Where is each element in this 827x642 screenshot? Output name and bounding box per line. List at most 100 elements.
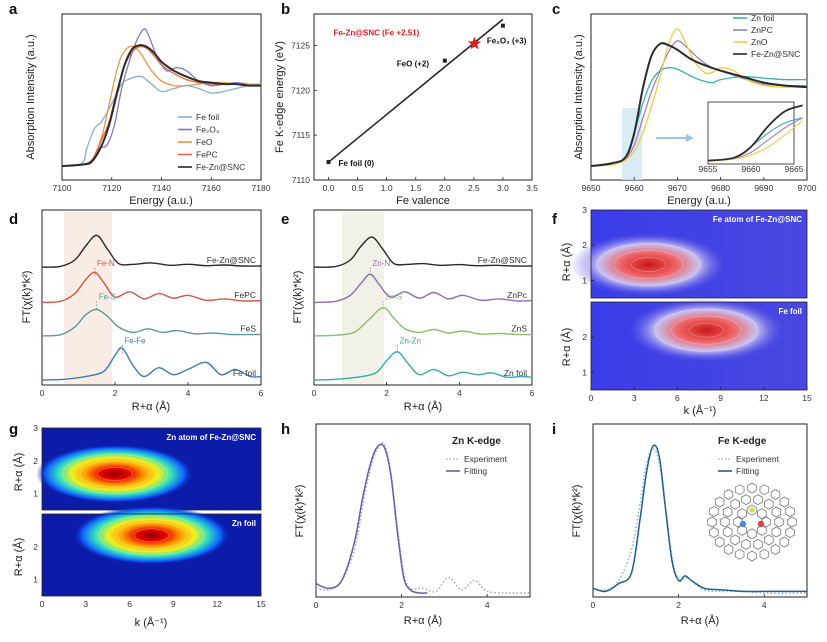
peak-label: Zn-N	[372, 259, 390, 268]
x-tick-label: 7120	[102, 183, 121, 193]
panel-d-xlabel: R+α (Å)	[132, 400, 170, 413]
x-tick-label: 4	[762, 600, 767, 610]
series-line-Fe foil	[41, 347, 262, 381]
panel-e-xlabel: R+α (Å)	[404, 400, 442, 413]
molecule-ring	[753, 538, 763, 550]
x-tick-label: 3	[632, 393, 637, 403]
molecule-ring	[734, 548, 745, 560]
x-tick-label: 9	[718, 393, 723, 403]
heatmap-frame	[41, 513, 262, 597]
series-label: FePC	[234, 290, 256, 300]
panel-c-plot	[590, 28, 808, 168]
molecule-ring	[770, 489, 781, 500]
legend-label: Fe₂O₃	[196, 125, 219, 135]
x-tick-label: 9680	[711, 183, 730, 193]
x-tick-label: 7100	[53, 183, 72, 193]
panel-h-xlabel: R+α (Å)	[404, 614, 442, 627]
panel-e-highlight	[342, 212, 384, 384]
molecule-ring	[730, 498, 740, 510]
point-label: FeO (+2)	[397, 60, 430, 69]
panel-a-legend: Fe foil Fe₂O₃ FeO FePC Fe-Zn@SNC	[178, 112, 245, 172]
legend-label: Experiment	[736, 454, 780, 464]
panel-a-ylabel: Absorption Intensity (a.u.)	[25, 34, 37, 159]
y-tick-label: 7115	[292, 130, 311, 140]
molecule-ring	[723, 489, 734, 500]
panel-d-plot: Fe-Zn@SNC FePC Fe-N FeS Fe-S Fe foil Fe-Fe	[41, 234, 262, 381]
molecule-ring	[785, 527, 795, 538]
heatmap-intensity	[570, 232, 727, 297]
y-tick-label: 2	[33, 542, 38, 552]
x-tick-label: 7140	[152, 183, 171, 193]
y-tick-label: 2	[582, 332, 587, 342]
inset-x-tick-label: 9660	[742, 164, 761, 174]
panel-d-highlight	[64, 212, 112, 384]
series-line-Fe-Zn@SNC	[707, 104, 803, 162]
molecule-ring	[764, 534, 774, 546]
x-tick-label: 2	[113, 388, 118, 398]
x-tick-label: 0	[589, 393, 594, 403]
y-tick-label: 7110	[292, 175, 311, 185]
panel-i-legend: Experiment Fitting	[718, 454, 780, 476]
series-line-Zn foil	[313, 351, 533, 381]
y-tick-label: 1	[582, 275, 587, 285]
x-tick-label: 0.5	[352, 183, 364, 193]
x-tick-label: 0	[312, 388, 317, 398]
legend-label: Fitting	[464, 466, 487, 476]
legend-label: FeO	[196, 137, 213, 147]
series-label: Fe-Zn@SNC	[207, 255, 256, 265]
panel-label-d: d	[9, 211, 18, 228]
legend-label: Fitting	[736, 466, 759, 476]
panel-e: e Fe-Zn@SNC ZnPc Zn-N ZnS Zn-S Zn foil Zn-Zn 0…	[281, 209, 535, 413]
molecule-ring	[753, 494, 763, 506]
heatmap-title: Fe foil	[778, 307, 802, 316]
y-tick-label: 1	[33, 489, 38, 499]
inset-x-tick-label: 9655	[699, 164, 718, 174]
panel-c: c 9650 9660 9670 9680 9690 9700 Energy (a.u.)…	[552, 1, 817, 207]
molecule-atom-fe	[757, 520, 765, 528]
molecule-ring	[747, 550, 757, 562]
molecule-atom-s	[749, 507, 755, 513]
y-tick-label: 1	[33, 575, 38, 585]
panel-label-f: f	[552, 211, 558, 228]
molecule-ring	[757, 524, 767, 536]
panel-e-frame	[313, 209, 533, 386]
molecule-ring	[741, 538, 751, 550]
heatmap-title: Zn foil	[232, 519, 256, 528]
x-tick-label: 9670	[668, 183, 687, 193]
panel-e-plot: Fe-Zn@SNC ZnPc Zn-N ZnS Zn-S Zn foil Zn-Zn	[313, 236, 533, 381]
series-line-ZnPc	[313, 273, 533, 304]
heatmap-title: Zn atom of Fe-Zn@SNC	[166, 433, 256, 442]
legend-label: Fe-Zn@SNC	[751, 49, 800, 59]
y-tick-label: 2	[33, 456, 38, 466]
panel-d-ylabel: FT(χ(k)*k²)	[21, 271, 33, 324]
panel-f-ylabel-bottom: R+α (Å)	[560, 328, 573, 366]
panel-i-frame	[592, 423, 808, 598]
molecule-ring	[779, 496, 790, 508]
panel-label-e: e	[281, 211, 289, 228]
x-tick-label: 0	[591, 600, 596, 610]
heatmap-intensity	[72, 505, 231, 565]
series-label: Fe-Zn@SNC	[478, 255, 527, 265]
x-tick-label: 9650	[582, 183, 601, 193]
heatmap-contour	[613, 250, 684, 279]
panel-a-xlabel: Energy (a.u.)	[129, 195, 193, 207]
molecule-ring	[747, 528, 757, 540]
series-line-FePC	[61, 45, 262, 167]
panel-d-xticks: 0 2 4 6	[40, 382, 264, 398]
panel-f-ylabel-top: R+α (Å)	[560, 243, 573, 281]
panel-i-title: Fe K-edge	[718, 436, 767, 447]
series-label: FeS	[240, 324, 256, 334]
series-line-FeO	[61, 45, 261, 167]
panel-label-g: g	[9, 421, 18, 438]
panel-e-xticks: 0 2 4 6	[312, 382, 535, 398]
panel-f-heatmaps: Fe atom of Fe-Zn@SNC Fe foil	[570, 209, 808, 391]
molecule-ring	[741, 494, 751, 506]
heatmap-title: Fe atom of Fe-Zn@SNC	[713, 215, 802, 224]
panel-h-ylabel: FT(χ(k)*k²)	[294, 485, 306, 538]
y-tick-label: 1	[582, 367, 587, 377]
heatmap-contour	[79, 460, 151, 488]
